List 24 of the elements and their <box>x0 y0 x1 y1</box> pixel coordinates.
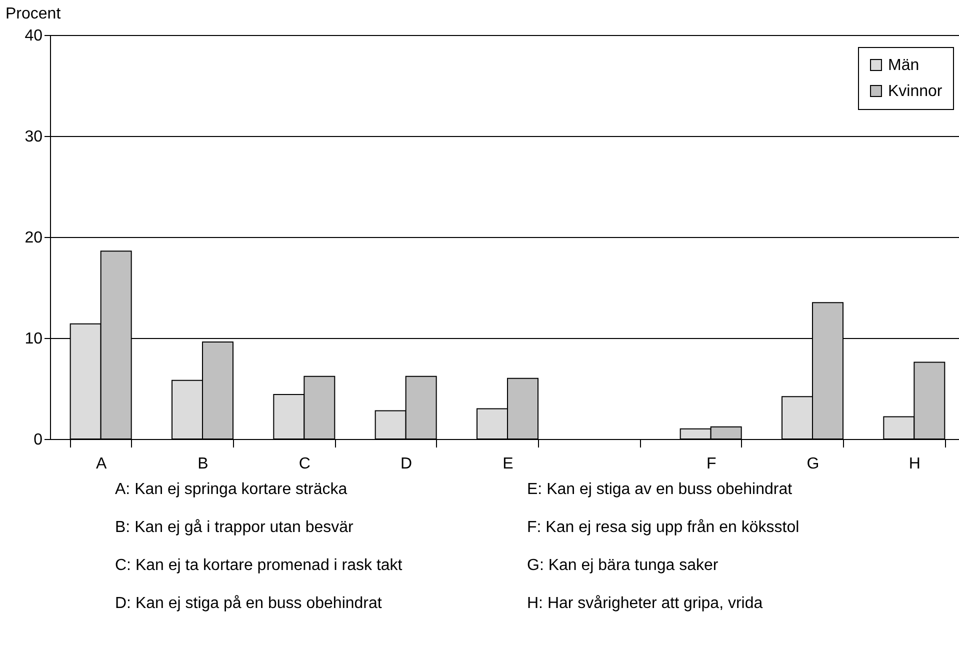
legend-label: Kvinnor <box>888 83 943 100</box>
y-axis-title: Procent <box>6 6 62 22</box>
text: F: Kan ej resa sig upp från en köksstol <box>527 519 800 537</box>
x-tick-label: E <box>502 456 514 472</box>
x-tick-label: C <box>298 456 310 472</box>
x-tick-label: D <box>400 456 412 472</box>
text: H: Har svårigheter att gripa, vrida <box>527 595 764 613</box>
x-tick-label: F <box>706 456 716 472</box>
text: G: Kan ej bära tunga saker <box>527 557 720 575</box>
y-tick-label: 20 <box>24 230 43 246</box>
y-tick-label: 30 <box>24 128 43 146</box>
y-tick-label: 40 <box>24 28 43 44</box>
text: E: Kan ej stiga av en buss obehindrat <box>527 481 794 499</box>
x-tick-label: G <box>806 456 820 472</box>
text: D: Kan ej stiga på en buss obehindrat <box>115 595 383 613</box>
legend-label: Män <box>888 57 920 74</box>
text: B: Kan ej gå i trappor utan besvär <box>115 519 354 537</box>
text: C: Kan ej ta kortare promenad i rask takt <box>115 557 404 575</box>
x-tick-label: B <box>198 456 208 472</box>
y-tick-label: 0 <box>34 432 43 448</box>
y-tick-label: 10 <box>24 330 43 348</box>
text: A: Kan ej springa kortare sträcka <box>115 481 348 499</box>
x-tick-label: A <box>96 456 107 472</box>
x-tick-label: H <box>908 456 920 472</box>
